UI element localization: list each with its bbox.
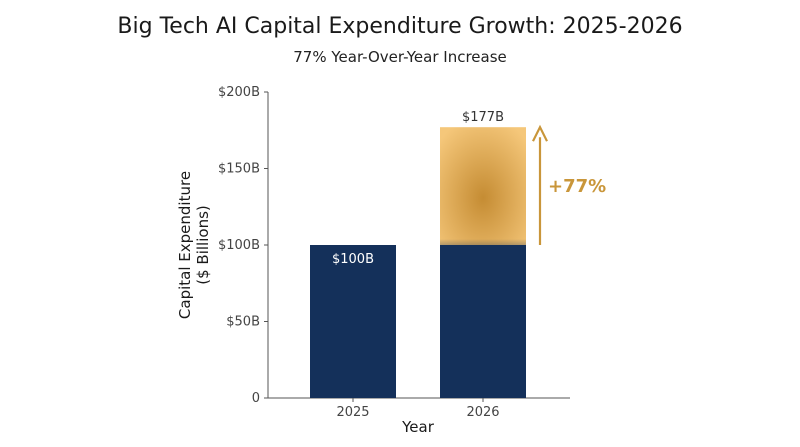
increase-annotation: +77% bbox=[548, 176, 606, 197]
bar-blend bbox=[440, 239, 526, 251]
y-axis-label: Capital Expenditure($ Billions) bbox=[176, 171, 212, 319]
bar-value-label: $100B bbox=[332, 252, 374, 267]
y-tick-label: $50B bbox=[226, 315, 260, 330]
bar-2026-increase bbox=[440, 127, 526, 245]
y-tick-label: $100B bbox=[218, 238, 260, 253]
y-tick-label: $150B bbox=[218, 162, 260, 177]
bar-2026-base bbox=[440, 245, 526, 398]
increase-arrow-head bbox=[532, 124, 548, 142]
y-tick-label: $200B bbox=[218, 85, 260, 100]
bar-2025 bbox=[310, 245, 396, 398]
chart-title: Big Tech AI Capital Expenditure Growth: … bbox=[117, 14, 683, 39]
x-tick-label: 2026 bbox=[466, 405, 499, 420]
y-tick-label: 0 bbox=[252, 391, 260, 406]
x-tick-label: 2025 bbox=[336, 405, 369, 420]
x-axis-label: Year bbox=[401, 418, 435, 436]
bar-value-label: $177B bbox=[462, 110, 504, 125]
chart-subtitle: 77% Year-Over-Year Increase bbox=[293, 48, 507, 66]
